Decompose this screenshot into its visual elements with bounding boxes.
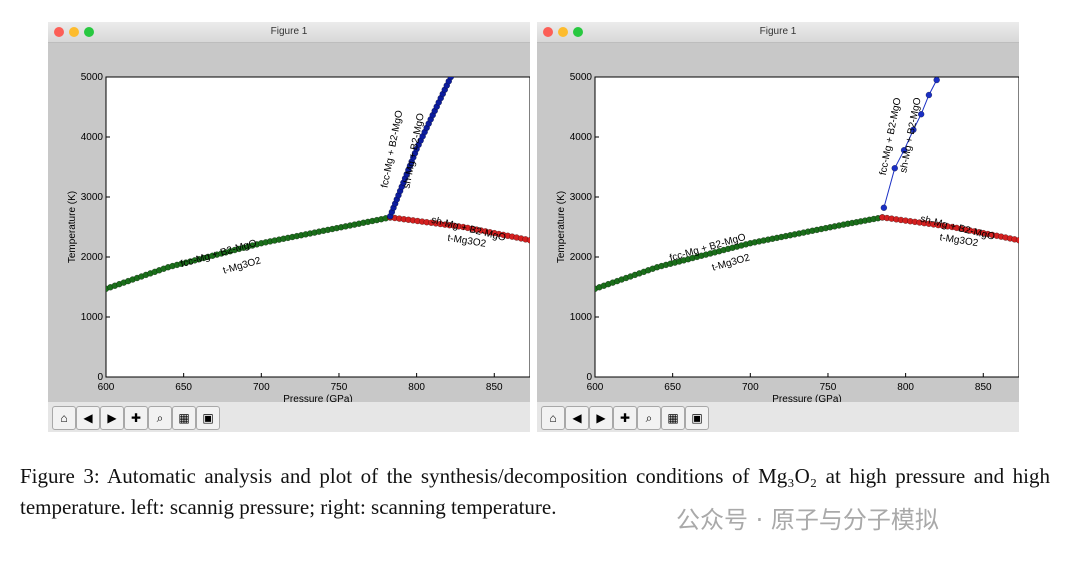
x-tick-label: 700 [742, 382, 759, 393]
back-button[interactable]: ◀ [76, 406, 100, 430]
forward-arrow-icon: ▶ [107, 411, 117, 425]
data-point [526, 237, 530, 244]
y-axis-label: Temperature (K) [67, 191, 78, 263]
data-point [925, 91, 933, 99]
title-bar: Figure 1 [537, 22, 1019, 43]
window-title: Figure 1 [270, 26, 308, 37]
y-axis-label: Temperature (K) [556, 191, 567, 263]
data-point [880, 204, 888, 211]
forward-button[interactable]: ▶ [589, 406, 613, 430]
window-title: Figure 1 [759, 26, 797, 37]
home-icon: ⌂ [549, 411, 557, 425]
maximize-button[interactable] [84, 27, 94, 37]
data-point [918, 111, 925, 118]
close-button[interactable] [543, 27, 553, 37]
data-point [933, 77, 940, 84]
home-button[interactable]: ⌂ [541, 406, 565, 430]
maximize-button[interactable] [573, 27, 583, 37]
back-arrow-icon: ◀ [572, 411, 582, 425]
y-tick-label: 0 [586, 372, 592, 383]
pan-button[interactable]: ✚ [613, 406, 637, 430]
home-icon: ⌂ [60, 411, 68, 425]
y-tick-label: 2000 [570, 252, 593, 263]
save-button[interactable]: ▣ [196, 406, 220, 430]
subplots-icon: ▦ [178, 411, 190, 425]
data-point [1015, 237, 1019, 244]
pan-icon: ✚ [130, 411, 142, 425]
zoom-icon: ⌕ [156, 410, 164, 425]
save-icon: ▣ [691, 411, 703, 425]
plot-area[interactable]: 600 650 700 750 800 850 0 1000 2000 3000 4000 5000 P… [537, 42, 1019, 402]
zoom-button[interactable]: ⌕ [148, 406, 172, 430]
watermark: 公众号 · 原子与分子模拟 [676, 506, 939, 534]
figure-caption: Figure 3: Automatic analysis and plot of… [20, 464, 1050, 519]
series-group [595, 77, 1019, 292]
back-button[interactable]: ◀ [565, 406, 589, 430]
x-tick-label: 750 [820, 382, 837, 393]
x-tick-label: 600 [98, 382, 115, 393]
pan-icon: ✚ [619, 411, 631, 425]
y-tick-label: 3000 [570, 192, 593, 203]
close-button[interactable] [54, 27, 64, 37]
data-point [910, 126, 917, 133]
y-tick-label: 4000 [570, 132, 593, 143]
pan-button[interactable]: ✚ [124, 406, 148, 430]
zoom-button[interactable]: ⌕ [637, 406, 661, 430]
x-tick-label: 850 [486, 382, 503, 393]
y-tick-label: 0 [97, 372, 103, 383]
back-arrow-icon: ◀ [83, 411, 93, 425]
x-tick-label: 650 [664, 382, 681, 393]
minimize-button[interactable] [69, 27, 79, 37]
y-tick-label: 4000 [81, 132, 104, 143]
y-tick-label: 5000 [570, 72, 593, 83]
data-point [900, 147, 908, 154]
figure-window-right: Figure 1 600 650 700 750 800 850 0 1000 2000 3000… [537, 22, 1019, 432]
y-tick-label: 3000 [81, 192, 104, 203]
y-tick-label: 5000 [81, 72, 104, 83]
plot-area[interactable]: 600 650 700 750 800 850 0 1000 2000 3000 4000 5000 P… [48, 42, 530, 402]
home-button[interactable]: ⌂ [52, 406, 76, 430]
series-group [106, 77, 530, 292]
minimize-button[interactable] [558, 27, 568, 37]
y-tick-label: 1000 [570, 312, 593, 323]
y-tick-label: 1000 [81, 312, 104, 323]
save-icon: ▣ [202, 411, 214, 425]
figure-window-left: Figure 1 600 650 700 750 800 850 0 1000 2000 3000… [48, 22, 530, 432]
y-tick-label: 2000 [81, 252, 104, 263]
toolbar: ⌂ ◀ ▶ ✚ ⌕ ▦ ▣ [48, 402, 530, 432]
x-axis-label: Pressure (GPa) [283, 394, 352, 402]
forward-button[interactable]: ▶ [100, 406, 124, 430]
save-button[interactable]: ▣ [685, 406, 709, 430]
x-axis-label: Pressure (GPa) [772, 394, 841, 402]
subplots-icon: ▦ [667, 411, 679, 425]
x-tick-label: 650 [175, 382, 192, 393]
toolbar: ⌂ ◀ ▶ ✚ ⌕ ▦ ▣ [537, 402, 1019, 432]
zoom-icon: ⌕ [645, 410, 653, 425]
x-tick-label: 850 [975, 382, 992, 393]
forward-arrow-icon: ▶ [596, 411, 606, 425]
x-tick-label: 750 [331, 382, 348, 393]
x-tick-label: 600 [587, 382, 604, 393]
configure-subplots-button[interactable]: ▦ [172, 406, 196, 430]
title-bar: Figure 1 [48, 22, 530, 43]
data-point [447, 77, 454, 81]
configure-subplots-button[interactable]: ▦ [661, 406, 685, 430]
x-tick-label: 800 [897, 382, 914, 393]
x-tick-label: 800 [408, 382, 425, 393]
data-point [891, 165, 898, 172]
x-tick-label: 700 [253, 382, 270, 393]
